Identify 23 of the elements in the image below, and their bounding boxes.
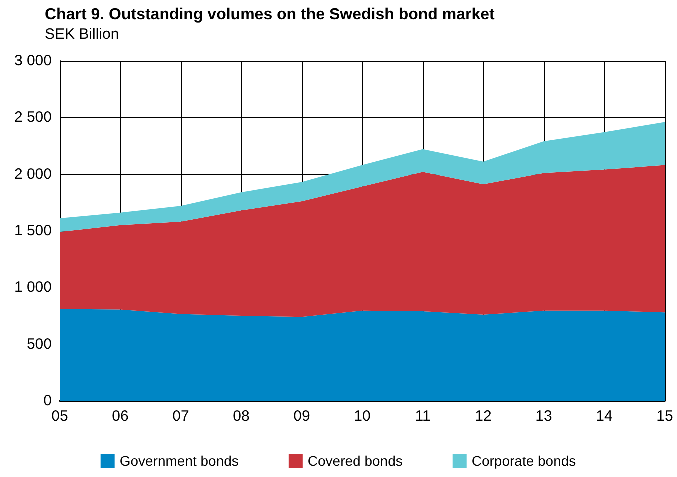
y-tick-label: 1 500 (14, 222, 52, 240)
y-tick-label: 2 000 (14, 166, 52, 183)
chart-subtitle: SEK Billion (45, 26, 120, 43)
legend-label: Covered bonds (308, 453, 403, 469)
x-tick-label: 09 (294, 408, 310, 425)
x-tick-label: 07 (172, 408, 190, 425)
x-tick-label: 11 (415, 408, 431, 425)
x-tick-label: 15 (656, 408, 674, 425)
x-tick-label: 14 (596, 408, 613, 425)
y-tick-label: 1 000 (14, 279, 52, 296)
x-tick-label: 06 (112, 408, 129, 425)
chart-title: Chart 9. Outstanding volumes on the Swedish bond market (45, 6, 496, 24)
legend-label: Government bonds (120, 453, 239, 469)
x-tick-label: 08 (233, 408, 250, 425)
x-tick-label: 13 (536, 408, 552, 425)
x-tick-label: 12 (475, 408, 492, 425)
legend-label: Corporate bonds (472, 453, 576, 469)
y-tick-label: 0 (44, 392, 52, 410)
y-tick-label: 3 000 (14, 52, 52, 70)
y-tick-label: 500 (26, 336, 52, 353)
y-tick-label: 2 500 (14, 109, 52, 126)
x-tick-label: 05 (52, 408, 68, 425)
x-tick-label: 10 (354, 408, 371, 425)
